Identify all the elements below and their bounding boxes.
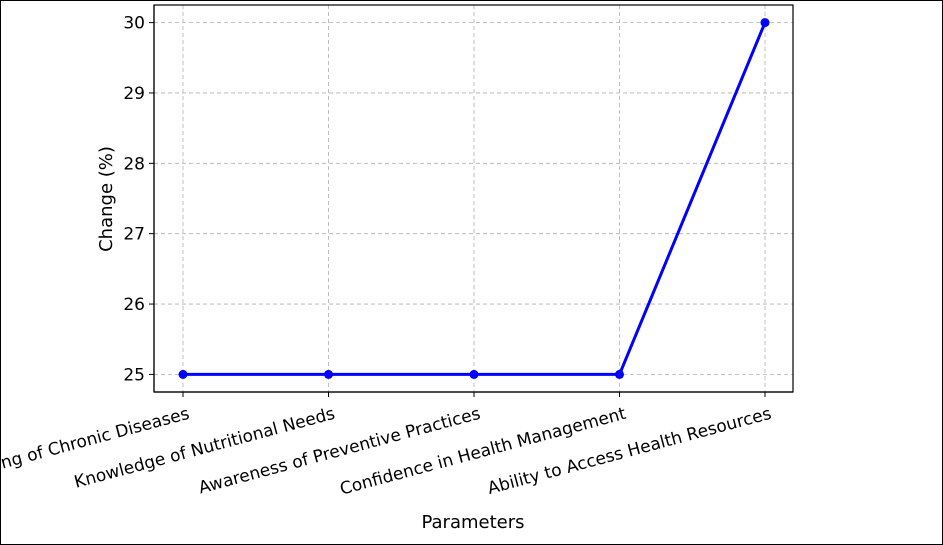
series-layer xyxy=(178,18,770,379)
y-tick-label: 27 xyxy=(123,225,145,245)
data-point xyxy=(760,18,770,28)
y-tick-label: 25 xyxy=(123,365,145,385)
plot-area-border xyxy=(153,4,794,393)
y-tick-label: 28 xyxy=(123,154,145,174)
grid xyxy=(154,5,793,392)
data-point xyxy=(469,369,479,379)
y-tick-label: 30 xyxy=(123,14,145,34)
y-tick-label: 26 xyxy=(123,295,145,315)
x-tick-label: Ability to Access Health Resources xyxy=(486,404,774,499)
y-axis-ticks: 25 26 27 28 29 30 xyxy=(123,14,154,385)
x-tick-label: Confidence in Health Management xyxy=(338,404,629,500)
y-tick-label: 29 xyxy=(123,84,145,104)
data-point xyxy=(324,369,333,379)
x-axis-ticks: Understanding of Chronic DiseasesKnowled… xyxy=(1,392,774,500)
data-point xyxy=(178,369,188,379)
axes xyxy=(153,4,794,393)
data-point xyxy=(615,369,624,379)
y-axis-title: Change (%) xyxy=(96,146,117,252)
x-axis-title: Parameters xyxy=(421,512,524,533)
